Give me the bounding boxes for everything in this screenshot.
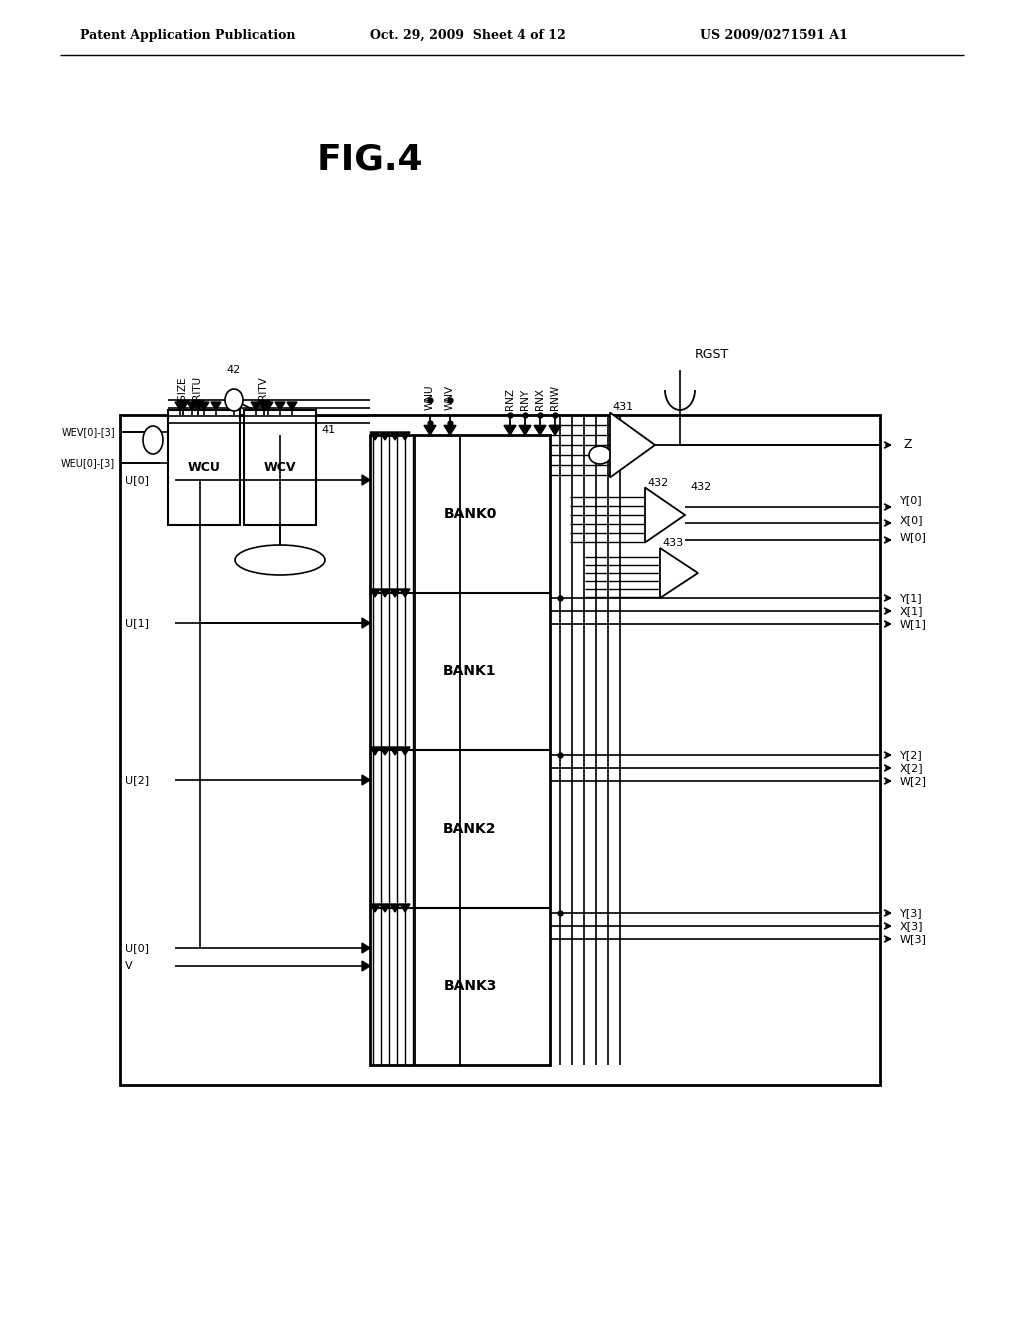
Text: RNZ: RNZ	[505, 388, 515, 411]
Ellipse shape	[225, 389, 243, 411]
Polygon shape	[400, 432, 410, 440]
Ellipse shape	[234, 545, 325, 576]
Text: WRITV: WRITV	[259, 376, 269, 411]
Text: RNX: RNX	[535, 388, 545, 411]
Text: Y[3]: Y[3]	[900, 908, 923, 917]
Ellipse shape	[589, 446, 611, 465]
Text: BANK1: BANK1	[443, 664, 497, 678]
Bar	[370, 436, 550, 1065]
Text: U[2]: U[2]	[125, 775, 150, 785]
Bar	[168, 411, 240, 525]
Polygon shape	[287, 403, 297, 411]
Polygon shape	[370, 432, 380, 440]
Text: Oct. 29, 2009  Sheet 4 of 12: Oct. 29, 2009 Sheet 4 of 12	[370, 29, 565, 41]
Polygon shape	[175, 403, 185, 411]
Polygon shape	[275, 403, 285, 411]
Text: WCV: WCV	[264, 461, 296, 474]
Text: U[0]: U[0]	[125, 942, 150, 953]
Polygon shape	[390, 589, 400, 597]
Polygon shape	[549, 425, 561, 436]
Text: WSIZE: WSIZE	[178, 376, 188, 411]
Text: X[3]: X[3]	[900, 921, 924, 931]
Polygon shape	[187, 403, 197, 411]
Text: U[1]: U[1]	[125, 618, 150, 628]
Text: U[0]: U[0]	[125, 475, 150, 484]
Polygon shape	[362, 775, 370, 785]
Text: Z: Z	[903, 438, 911, 451]
Text: W[3]: W[3]	[900, 935, 927, 944]
Text: W[1]: W[1]	[900, 619, 927, 630]
Bar	[120, 414, 880, 1085]
Text: W[0]: W[0]	[900, 532, 927, 543]
Text: 41: 41	[321, 425, 335, 436]
Polygon shape	[519, 425, 531, 436]
Polygon shape	[380, 432, 390, 440]
Text: WNU: WNU	[425, 384, 435, 411]
Polygon shape	[660, 548, 698, 598]
Text: RNW: RNW	[550, 385, 560, 411]
Text: X[0]: X[0]	[900, 515, 924, 525]
Text: W[2]: W[2]	[900, 776, 927, 785]
Polygon shape	[362, 942, 370, 953]
Text: BANK3: BANK3	[443, 979, 497, 993]
Polygon shape	[177, 400, 189, 411]
Polygon shape	[645, 487, 685, 543]
Text: Y[0]: Y[0]	[900, 495, 923, 506]
Polygon shape	[390, 432, 400, 440]
Text: WEV[0]-[3]: WEV[0]-[3]	[61, 426, 115, 437]
Polygon shape	[193, 400, 204, 411]
Polygon shape	[362, 475, 370, 484]
Text: X[2]: X[2]	[900, 763, 924, 774]
Text: Y[1]: Y[1]	[900, 593, 923, 603]
Text: FIG.4: FIG.4	[316, 143, 423, 177]
Polygon shape	[362, 961, 370, 972]
Text: WEU[0]-[3]: WEU[0]-[3]	[60, 458, 115, 469]
Text: US 2009/0271591 A1: US 2009/0271591 A1	[700, 29, 848, 41]
Polygon shape	[370, 747, 380, 755]
Text: Y[2]: Y[2]	[900, 750, 923, 760]
Text: BANK2: BANK2	[443, 822, 497, 836]
Polygon shape	[380, 747, 390, 755]
Polygon shape	[362, 618, 370, 628]
Text: WNV: WNV	[445, 385, 455, 411]
Polygon shape	[199, 403, 209, 411]
Polygon shape	[380, 589, 390, 597]
Ellipse shape	[143, 426, 163, 454]
Text: 433: 433	[662, 539, 683, 548]
Polygon shape	[380, 904, 390, 912]
Polygon shape	[370, 904, 380, 912]
Bar	[244, 411, 316, 525]
Polygon shape	[390, 904, 400, 912]
Text: WCU: WCU	[187, 461, 220, 474]
Text: RGST: RGST	[695, 348, 729, 362]
Text: 42: 42	[227, 366, 241, 375]
Polygon shape	[258, 400, 270, 411]
Polygon shape	[400, 904, 410, 912]
Polygon shape	[504, 425, 516, 436]
Polygon shape	[263, 403, 273, 411]
Polygon shape	[390, 747, 400, 755]
Text: RNY: RNY	[520, 389, 530, 411]
Text: 432: 432	[690, 482, 712, 492]
Polygon shape	[211, 403, 221, 411]
Text: 432: 432	[647, 478, 669, 487]
Polygon shape	[534, 425, 546, 436]
Polygon shape	[444, 425, 456, 436]
Polygon shape	[400, 747, 410, 755]
Text: 42: 42	[623, 430, 637, 440]
Text: X[1]: X[1]	[900, 606, 924, 616]
Text: WRITU: WRITU	[193, 376, 203, 411]
Polygon shape	[400, 589, 410, 597]
Polygon shape	[370, 589, 380, 597]
Text: 431: 431	[612, 403, 633, 412]
Text: Patent Application Publication: Patent Application Publication	[80, 29, 296, 41]
Polygon shape	[424, 425, 436, 436]
Text: V: V	[125, 961, 133, 972]
Polygon shape	[610, 412, 655, 478]
Text: BANK0: BANK0	[443, 507, 497, 521]
Polygon shape	[251, 403, 261, 411]
